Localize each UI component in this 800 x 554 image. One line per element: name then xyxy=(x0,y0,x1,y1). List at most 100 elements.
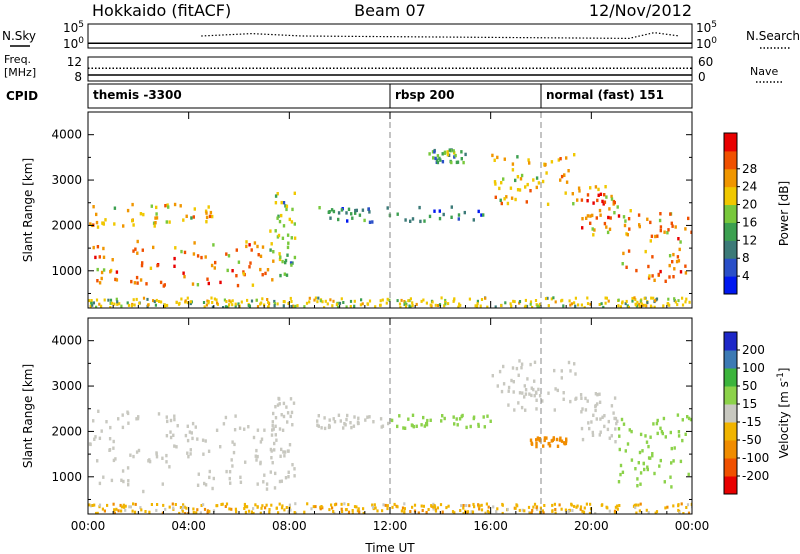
heatmap-cell xyxy=(422,415,425,420)
heatmap-cell xyxy=(534,390,538,394)
colorbar-swatch-3 xyxy=(724,422,737,441)
heatmap-cell xyxy=(515,366,519,371)
heatmap-cell xyxy=(625,265,628,269)
heatmap-cell xyxy=(281,236,285,240)
heatmap-cell xyxy=(505,195,508,199)
heatmap-cell xyxy=(543,438,546,443)
heatmap-cell xyxy=(169,430,172,434)
heatmap-cell xyxy=(455,160,459,165)
heatmap-cell xyxy=(496,155,499,160)
heatmap-cell xyxy=(535,407,538,411)
heatmap-cell xyxy=(166,419,169,424)
heatmap-cell xyxy=(379,417,383,421)
colorbar-swatch-2 xyxy=(724,240,737,259)
heatmap-cell xyxy=(332,417,335,421)
heatmap-cell xyxy=(638,224,641,229)
heatmap-cell xyxy=(228,507,231,511)
heatmap-cell xyxy=(255,298,258,302)
heatmap-cell xyxy=(418,205,421,210)
heatmap-cell xyxy=(630,458,634,462)
heatmap-cell xyxy=(547,442,550,446)
heatmap-cell xyxy=(639,502,642,506)
heatmap-cell xyxy=(393,502,396,506)
heatmap-cell xyxy=(643,296,646,300)
heatmap-cell xyxy=(244,460,247,464)
heatmap-cell xyxy=(355,505,358,509)
heatmap-cell xyxy=(353,505,357,509)
heatmap-cell xyxy=(520,366,523,370)
heatmap-cell xyxy=(182,218,185,222)
heatmap-cell xyxy=(657,272,660,277)
heatmap-cell xyxy=(653,278,656,282)
freq-label: Freq. xyxy=(4,53,31,66)
heatmap-cell xyxy=(240,300,243,304)
heatmap-cell xyxy=(116,302,119,306)
heatmap-cell xyxy=(669,430,672,435)
heatmap-cell xyxy=(270,503,273,507)
heatmap-cell xyxy=(123,505,126,509)
frequency-panel: 812 060 xyxy=(67,55,714,84)
heatmap-cell xyxy=(190,431,193,435)
heatmap-cell xyxy=(494,182,497,186)
heatmap-cell xyxy=(101,221,104,225)
heatmap-cell xyxy=(182,271,185,275)
heatmap-cell xyxy=(212,243,215,247)
heatmap-cell xyxy=(343,422,346,426)
heatmap-cell xyxy=(306,502,309,506)
heatmap-cell xyxy=(423,219,426,223)
heatmap-cell xyxy=(179,506,182,509)
heatmap-cell xyxy=(255,458,258,462)
heatmap-cell xyxy=(216,301,219,305)
heatmap-cell xyxy=(227,306,230,308)
heatmap-cell xyxy=(179,204,182,208)
heatmap-cell xyxy=(282,414,286,419)
heatmap-cell xyxy=(586,302,590,306)
heatmap-cell xyxy=(557,158,560,162)
heatmap-cell xyxy=(677,237,680,241)
heatmap-cell xyxy=(207,301,210,305)
heatmap-cell xyxy=(286,245,290,250)
xtick-label-4: 16:00 xyxy=(473,519,508,533)
heatmap-cell xyxy=(222,306,225,308)
heatmap-cell xyxy=(149,266,153,270)
heatmap-cell xyxy=(110,478,114,483)
heatmap-cell xyxy=(288,443,292,447)
heatmap-cell xyxy=(635,268,638,273)
heatmap-cell xyxy=(432,502,435,506)
heatmap-cell xyxy=(409,219,412,223)
heatmap-cell xyxy=(229,300,232,304)
heatmap-cell xyxy=(685,297,688,301)
heatmap-cell xyxy=(659,225,663,229)
heatmap-cell xyxy=(287,302,290,305)
heatmap-cell xyxy=(115,270,119,274)
heatmap-cell xyxy=(165,434,169,438)
heatmap-cell xyxy=(556,444,560,448)
heatmap-cell xyxy=(155,455,159,459)
heatmap-cell xyxy=(245,505,248,509)
heatmap-cell xyxy=(94,435,97,439)
heatmap-cell xyxy=(244,510,247,514)
heatmap-cell xyxy=(214,260,217,265)
heatmap-cell xyxy=(594,403,598,408)
heatmap-cell xyxy=(172,506,175,510)
heatmap-cell xyxy=(266,298,269,301)
heatmap-cell xyxy=(286,233,290,237)
heatmap-cell xyxy=(599,192,603,196)
heatmap-cell xyxy=(560,299,563,303)
heatmap-cell xyxy=(400,509,403,513)
heatmap-cell xyxy=(523,395,526,399)
heatmap-cell xyxy=(565,180,569,184)
heatmap-cell xyxy=(289,296,292,300)
heatmap-cell xyxy=(152,221,156,225)
heatmap-cell xyxy=(192,511,195,514)
heatmap-cell xyxy=(514,506,517,510)
heatmap-cell xyxy=(404,301,407,305)
heatmap-cell xyxy=(399,306,402,308)
heatmap-cell xyxy=(321,300,324,304)
heatmap-cell xyxy=(184,299,187,303)
heatmap-cell xyxy=(271,461,274,465)
heatmap-cell xyxy=(476,302,479,306)
heatmap-cell xyxy=(531,508,534,512)
heatmap-cell xyxy=(529,189,532,193)
heatmap-cell xyxy=(523,509,526,513)
